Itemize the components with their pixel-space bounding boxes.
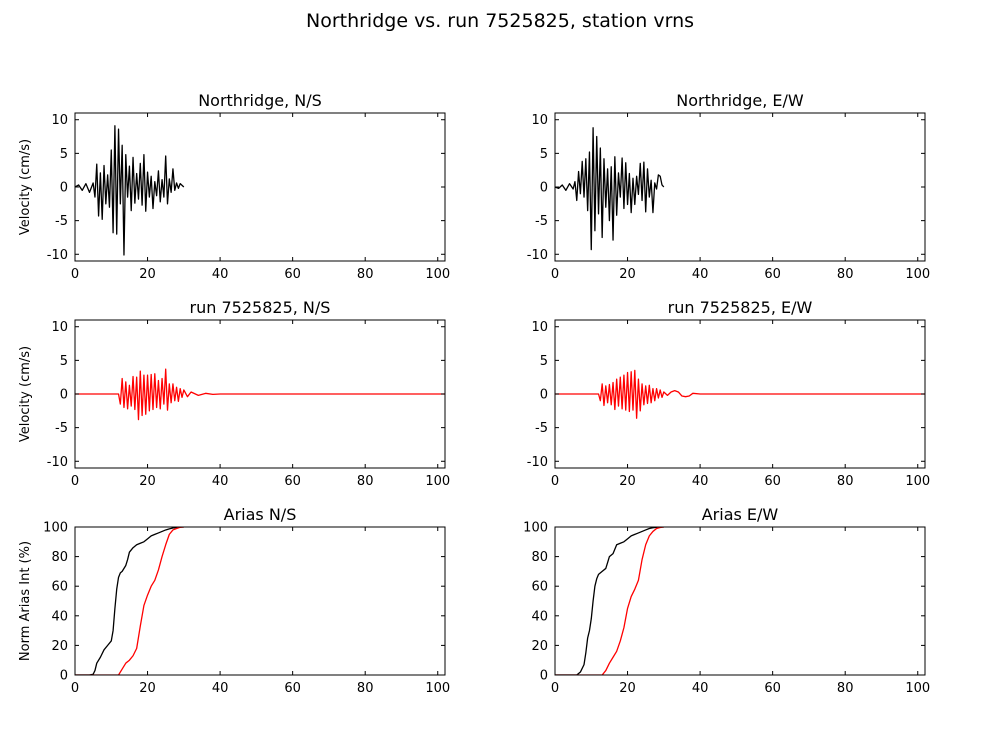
y-tick-label: 5 (60, 354, 68, 369)
x-tick-label: 40 (212, 681, 229, 696)
y-tick-label: 0 (60, 181, 68, 196)
x-tick-label: 20 (139, 681, 156, 696)
series-line-2 (555, 527, 664, 675)
series-line-1 (555, 369, 925, 419)
y-tick-label: 20 (51, 639, 68, 654)
subplot-5: 0 20 40 60 80 100 0 20 40 60 80 100 Arias N/S Norm Ar… (18, 505, 450, 696)
y-tick-label: 5 (60, 147, 68, 162)
y-tick-label: 0 (540, 388, 548, 403)
x-tick-label: 0 (71, 681, 79, 696)
y-tick-label: -5 (535, 421, 548, 436)
y-tick-label: 80 (51, 550, 68, 565)
y-tick-label: 0 (540, 181, 548, 196)
y-tick-label: 10 (51, 113, 68, 128)
y-tick-label: 40 (51, 609, 68, 624)
subplot-3: 0 20 40 60 80 100 -10 -5 0 5 10 run 7525825, N/S Vel… (18, 298, 450, 489)
y-tick-label: -5 (55, 421, 68, 436)
x-tick-label: 80 (357, 681, 374, 696)
x-tick-label: 0 (71, 474, 79, 489)
x-tick-label: 40 (212, 267, 229, 282)
series-line-1 (75, 125, 185, 256)
y-tick-label: 0 (60, 388, 68, 403)
y-tick-label: 0 (540, 669, 548, 684)
x-tick-label: 80 (837, 267, 854, 282)
y-tick-label: -10 (527, 455, 548, 470)
y-tick-label: 60 (531, 580, 548, 595)
subplot-6: 0 20 40 60 80 100 0 20 40 60 80 100 Arias E/W (523, 505, 930, 696)
x-tick-label: 20 (619, 267, 636, 282)
x-tick-label: 40 (692, 267, 709, 282)
y-tick-label: 40 (531, 609, 548, 624)
x-tick-label: 40 (692, 681, 709, 696)
axes-frame (74, 526, 446, 676)
x-tick-label: 100 (425, 474, 450, 489)
x-tick-label: 0 (551, 267, 559, 282)
figure-title: Northridge vs. run 7525825, station vrns (305, 10, 695, 32)
y-tick-label: -10 (47, 455, 68, 470)
series-line-2 (75, 527, 184, 675)
x-tick-label: 80 (837, 681, 854, 696)
y-axis-label: Norm Arias Int (%) (18, 541, 33, 661)
y-tick-label: 5 (540, 147, 548, 162)
x-tick-label: 0 (551, 474, 559, 489)
x-tick-label: 20 (139, 474, 156, 489)
subplot-title: Northridge, E/W (676, 91, 804, 110)
x-tick-label: 100 (905, 474, 930, 489)
y-tick-label: 60 (51, 580, 68, 595)
x-tick-label: 100 (905, 681, 930, 696)
y-tick-label: 0 (60, 669, 68, 684)
x-tick-label: 20 (619, 681, 636, 696)
y-tick-label: -10 (527, 248, 548, 263)
y-tick-label: 10 (531, 320, 548, 335)
x-tick-label: 20 (619, 474, 636, 489)
x-tick-label: 60 (284, 681, 301, 696)
x-tick-label: 100 (425, 681, 450, 696)
x-tick-label: 20 (139, 267, 156, 282)
y-tick-label: 100 (523, 521, 548, 536)
x-tick-label: 60 (764, 681, 781, 696)
subplot-title: Arias E/W (702, 505, 779, 524)
y-tick-label: -10 (47, 248, 68, 263)
x-tick-label: 0 (71, 267, 79, 282)
series-line-1 (555, 527, 664, 675)
subplot-title: Arias N/S (224, 505, 297, 524)
y-tick-label: 10 (531, 113, 548, 128)
y-tick-label: -5 (535, 214, 548, 229)
x-tick-label: 80 (837, 474, 854, 489)
y-tick-label: -5 (55, 214, 68, 229)
y-tick-label: 10 (51, 320, 68, 335)
subplot-title: run 7525825, E/W (668, 298, 813, 317)
y-tick-label: 80 (531, 550, 548, 565)
x-tick-label: 40 (212, 474, 229, 489)
x-tick-label: 0 (551, 681, 559, 696)
subplot-title: Northridge, N/S (198, 91, 322, 110)
x-tick-label: 40 (692, 474, 709, 489)
x-tick-label: 60 (284, 267, 301, 282)
axes-frame (554, 526, 926, 676)
x-tick-label: 100 (905, 267, 930, 282)
subplot-1: 0 20 40 60 80 100 -10 -5 0 5 10 Northridge, N/S Velo… (18, 91, 450, 282)
subplot-2: 0 20 40 60 80 100 -10 -5 0 5 10 Northridge, E/W (527, 91, 930, 282)
y-axis-label: Velocity (cm/s) (18, 346, 33, 442)
x-tick-label: 60 (284, 474, 301, 489)
series-line-1 (75, 368, 445, 421)
y-axis-label: Velocity (cm/s) (18, 139, 33, 235)
subplot-title: run 7525825, N/S (190, 298, 331, 317)
x-tick-label: 60 (764, 267, 781, 282)
series-line-1 (75, 527, 184, 675)
x-tick-label: 100 (425, 267, 450, 282)
subplot-4: 0 20 40 60 80 100 -10 -5 0 5 10 run 7525825, E/W (527, 298, 930, 489)
y-tick-label: 20 (531, 639, 548, 654)
series-line-1 (555, 127, 665, 251)
y-tick-label: 100 (43, 521, 68, 536)
x-tick-label: 80 (357, 474, 374, 489)
x-tick-label: 60 (764, 474, 781, 489)
y-tick-label: 5 (540, 354, 548, 369)
x-tick-label: 80 (357, 267, 374, 282)
